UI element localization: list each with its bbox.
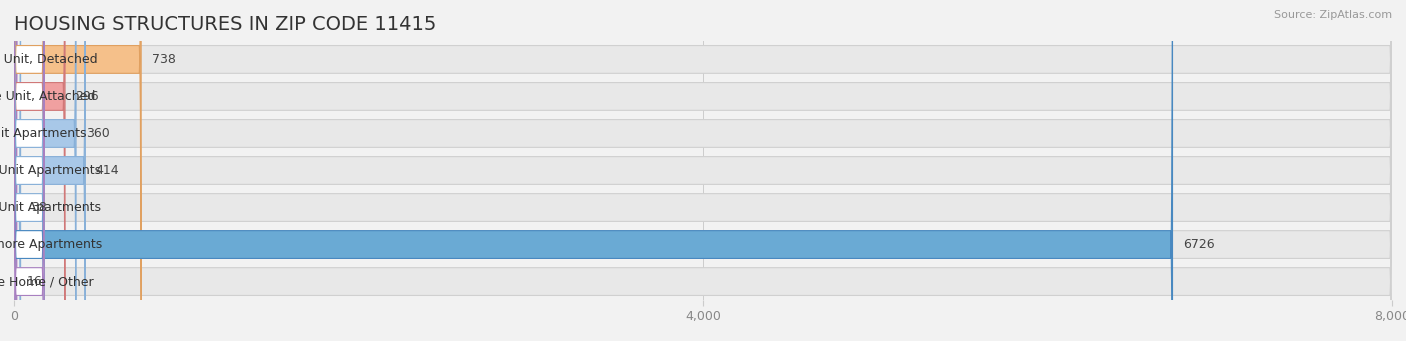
Text: 738: 738 bbox=[152, 53, 176, 66]
FancyBboxPatch shape bbox=[14, 0, 1392, 341]
Text: 16: 16 bbox=[27, 275, 44, 288]
Text: 2 Unit Apartments: 2 Unit Apartments bbox=[0, 127, 86, 140]
FancyBboxPatch shape bbox=[14, 0, 86, 341]
Text: Single Unit, Detached: Single Unit, Detached bbox=[0, 53, 97, 66]
FancyBboxPatch shape bbox=[14, 0, 141, 341]
Text: 360: 360 bbox=[86, 127, 110, 140]
Text: 414: 414 bbox=[96, 164, 120, 177]
FancyBboxPatch shape bbox=[14, 0, 17, 341]
FancyBboxPatch shape bbox=[14, 0, 44, 341]
Text: 6726: 6726 bbox=[1182, 238, 1215, 251]
FancyBboxPatch shape bbox=[14, 0, 44, 341]
Text: HOUSING STRUCTURES IN ZIP CODE 11415: HOUSING STRUCTURES IN ZIP CODE 11415 bbox=[14, 15, 436, 34]
Text: 38: 38 bbox=[31, 201, 46, 214]
FancyBboxPatch shape bbox=[14, 0, 1173, 341]
FancyBboxPatch shape bbox=[14, 0, 1392, 341]
FancyBboxPatch shape bbox=[14, 0, 44, 341]
Text: 5 to 9 Unit Apartments: 5 to 9 Unit Apartments bbox=[0, 201, 101, 214]
FancyBboxPatch shape bbox=[14, 0, 1392, 341]
Text: 3 or 4 Unit Apartments: 3 or 4 Unit Apartments bbox=[0, 164, 101, 177]
Text: 296: 296 bbox=[76, 90, 98, 103]
FancyBboxPatch shape bbox=[14, 0, 65, 341]
FancyBboxPatch shape bbox=[14, 0, 1392, 341]
Text: 10 or more Apartments: 10 or more Apartments bbox=[0, 238, 103, 251]
FancyBboxPatch shape bbox=[14, 0, 21, 341]
FancyBboxPatch shape bbox=[14, 0, 44, 341]
FancyBboxPatch shape bbox=[14, 0, 1392, 341]
FancyBboxPatch shape bbox=[14, 0, 1392, 341]
FancyBboxPatch shape bbox=[14, 0, 1392, 341]
FancyBboxPatch shape bbox=[14, 0, 44, 341]
FancyBboxPatch shape bbox=[14, 0, 44, 341]
Text: Mobile Home / Other: Mobile Home / Other bbox=[0, 275, 94, 288]
FancyBboxPatch shape bbox=[14, 0, 44, 341]
Text: Source: ZipAtlas.com: Source: ZipAtlas.com bbox=[1274, 10, 1392, 20]
Text: Single Unit, Attached: Single Unit, Attached bbox=[0, 90, 96, 103]
FancyBboxPatch shape bbox=[14, 0, 76, 341]
